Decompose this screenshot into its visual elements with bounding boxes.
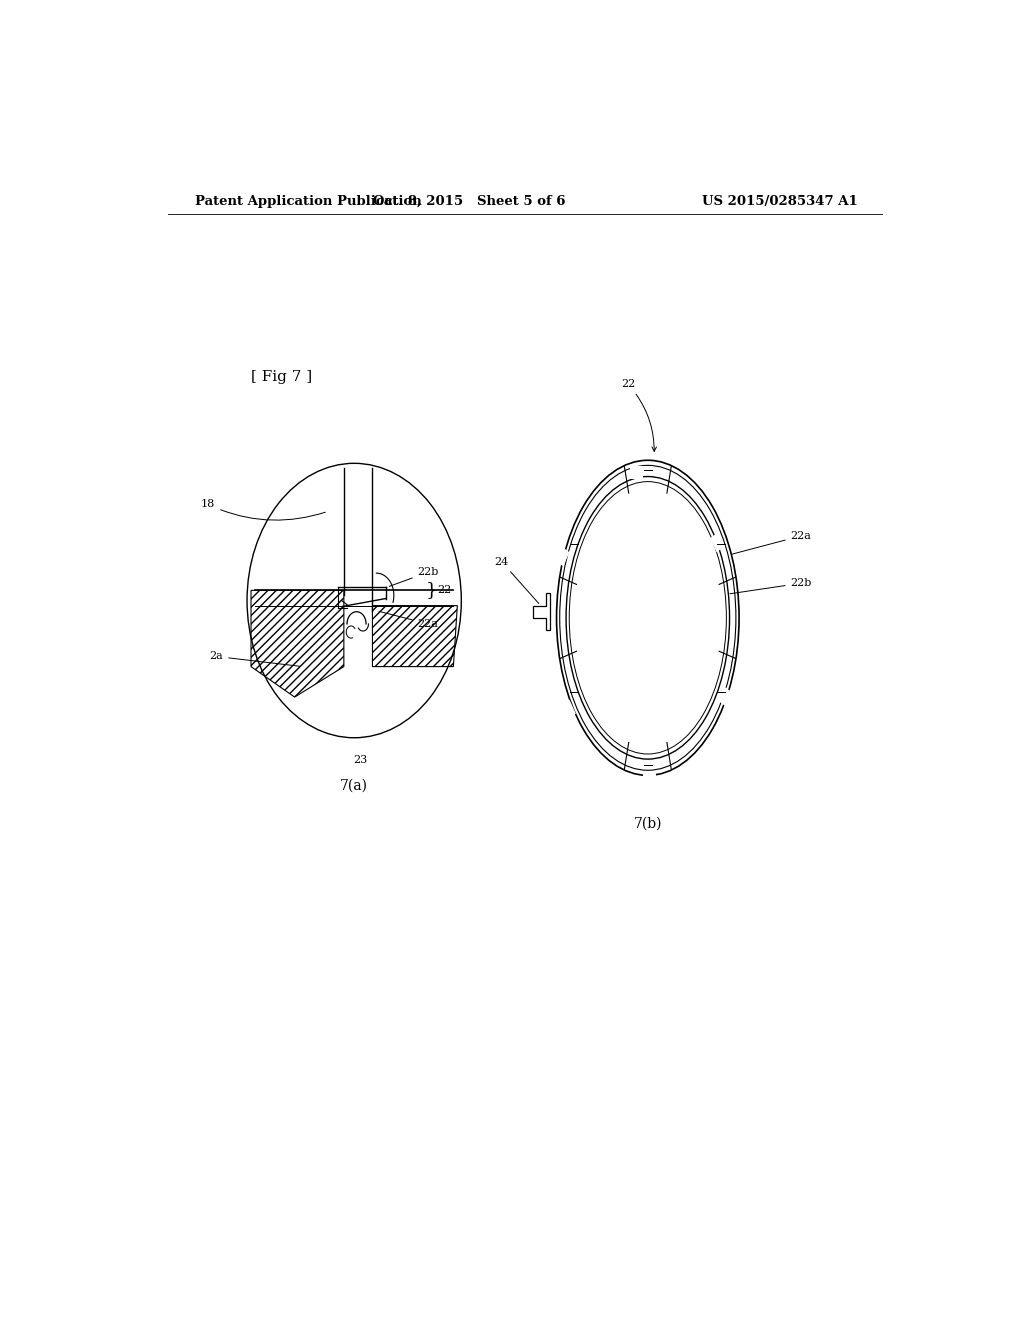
Text: [ Fig 7 ]: [ Fig 7 ] bbox=[251, 370, 312, 384]
Text: 22a: 22a bbox=[379, 611, 438, 628]
Text: US 2015/0285347 A1: US 2015/0285347 A1 bbox=[702, 194, 858, 207]
Text: 22b: 22b bbox=[730, 578, 812, 594]
Bar bbox=[643, 774, 655, 785]
Text: 23: 23 bbox=[353, 755, 368, 766]
Polygon shape bbox=[251, 590, 344, 697]
Text: Oct. 8, 2015   Sheet 5 of 6: Oct. 8, 2015 Sheet 5 of 6 bbox=[373, 194, 565, 207]
Text: 2a: 2a bbox=[210, 652, 300, 667]
Text: 22: 22 bbox=[437, 585, 452, 595]
Text: 7(a): 7(a) bbox=[340, 779, 369, 792]
Text: 24: 24 bbox=[495, 557, 539, 603]
Bar bbox=[555, 546, 569, 566]
Text: 7(b): 7(b) bbox=[634, 817, 663, 832]
Text: 22: 22 bbox=[621, 379, 656, 451]
Bar bbox=[717, 685, 731, 706]
Bar bbox=[631, 466, 643, 479]
Bar bbox=[561, 700, 575, 719]
Bar bbox=[711, 532, 725, 552]
Text: Patent Application Publication: Patent Application Publication bbox=[196, 194, 422, 207]
Text: 22b: 22b bbox=[389, 568, 439, 586]
Polygon shape bbox=[373, 606, 458, 667]
Text: 18: 18 bbox=[201, 499, 326, 520]
Text: 22a: 22a bbox=[732, 531, 812, 554]
Text: }: } bbox=[426, 581, 437, 599]
